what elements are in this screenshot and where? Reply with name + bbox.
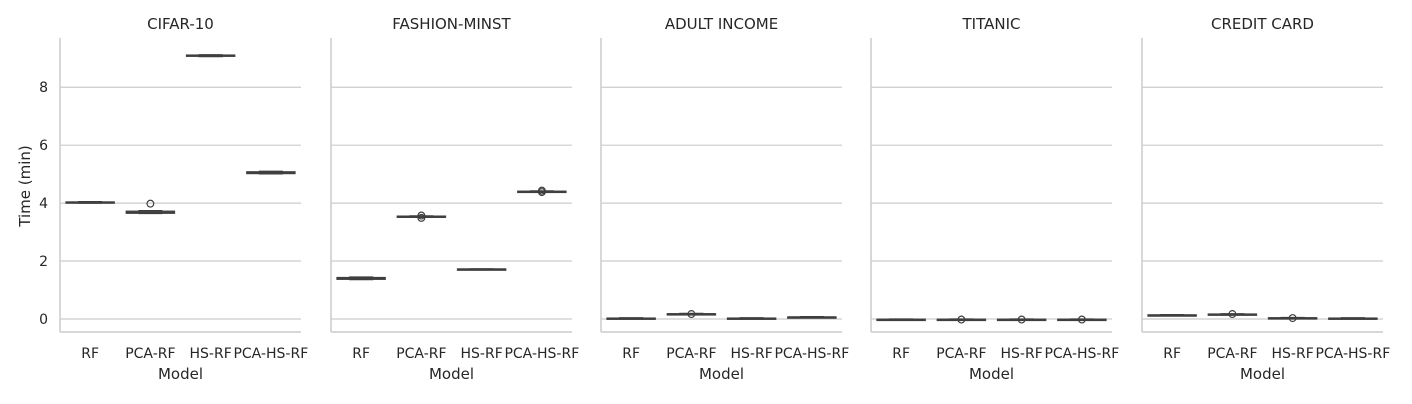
y-tick-label: 0 [39, 312, 48, 328]
outlier-point [1228, 310, 1237, 319]
x-tick-label: PCA-RF [666, 346, 716, 362]
outlier-point [146, 199, 155, 208]
panel-title: FASHION-MINST [392, 15, 511, 33]
outlier-point [687, 310, 696, 319]
x-axis-label: Model [1240, 365, 1285, 383]
x-tick-label: RF [352, 346, 370, 362]
outlier-point [1077, 315, 1086, 324]
panel-title: CIFAR-10 [147, 15, 214, 33]
x-axis-label: Model [158, 365, 203, 383]
x-tick-label: PCA-HS-RF [233, 346, 308, 362]
x-tick-label: PCA-HS-RF [774, 346, 849, 362]
outlier-point [1017, 315, 1026, 324]
x-tick-label: PCA-RF [1207, 346, 1257, 362]
x-tick-label: HS-RF [461, 346, 503, 362]
y-tick-label: 8 [39, 80, 48, 96]
x-tick-label: HS-RF [190, 346, 232, 362]
x-tick-label: PCA-RF [125, 346, 175, 362]
outlier-point [1288, 314, 1297, 323]
x-axis-label: Model [699, 365, 744, 383]
x-tick-label: RF [622, 346, 640, 362]
y-tick-label: 4 [39, 196, 48, 212]
x-tick-label: HS-RF [731, 346, 773, 362]
outlier-point [537, 186, 546, 195]
outlier-point [957, 315, 966, 324]
x-tick-label: RF [892, 346, 910, 362]
x-tick-label: PCA-HS-RF [1044, 346, 1119, 362]
panel-title: ADULT INCOME [665, 15, 778, 33]
outlier-point [417, 213, 426, 222]
x-tick-label: RF [81, 346, 99, 362]
x-tick-label: HS-RF [1272, 346, 1314, 362]
outlier-point [417, 211, 426, 220]
y-tick-label: 2 [39, 254, 48, 270]
x-tick-label: HS-RF [1001, 346, 1043, 362]
panel-title: CREDIT CARD [1211, 15, 1314, 33]
x-tick-label: RF [1163, 346, 1181, 362]
x-axis-label: Model [429, 365, 474, 383]
y-axis-label: Time (min) [16, 145, 34, 227]
x-axis-label: Model [969, 365, 1014, 383]
x-tick-label: PCA-HS-RF [504, 346, 579, 362]
y-tick-label: 6 [39, 138, 48, 154]
x-tick-label: PCA-RF [396, 346, 446, 362]
x-tick-label: PCA-RF [936, 346, 986, 362]
x-tick-label: PCA-HS-RF [1315, 346, 1390, 362]
panel-title: TITANIC [962, 15, 1021, 33]
